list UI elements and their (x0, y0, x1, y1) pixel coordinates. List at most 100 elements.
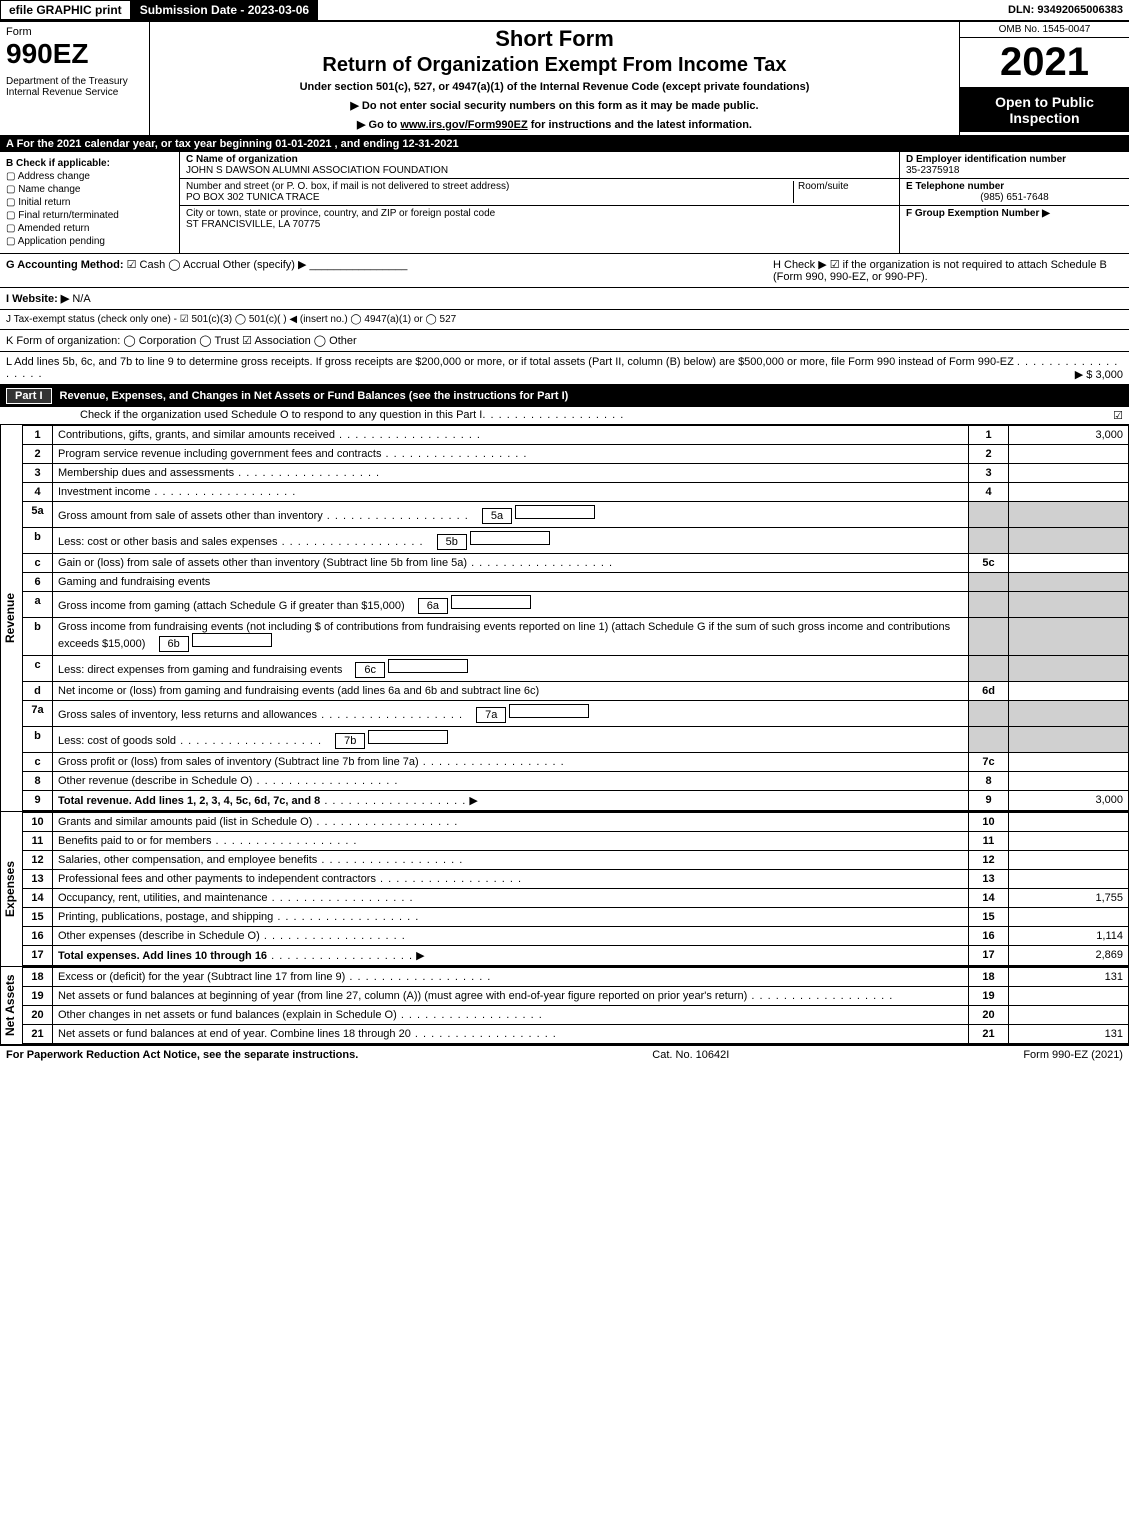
line-4: 4Investment income4 (23, 483, 1129, 502)
line-6c: cLess: direct expenses from gaming and f… (23, 656, 1129, 682)
line-21: 21Net assets or fund balances at end of … (23, 1025, 1129, 1044)
line-7a: 7aGross sales of inventory, less returns… (23, 701, 1129, 727)
revenue-table: 1Contributions, gifts, grants, and simil… (22, 425, 1129, 811)
submission-date-button[interactable]: Submission Date - 2023-03-06 (131, 0, 318, 20)
line-13: 13Professional fees and other payments t… (23, 870, 1129, 889)
section-bcd: B Check if applicable: Address change Na… (0, 152, 1129, 254)
g-label: G Accounting Method: (6, 259, 124, 271)
city-state-zip: ST FRANCISVILLE, LA 70775 (186, 219, 495, 230)
chk-application-pending[interactable]: Application pending (6, 236, 173, 247)
l-amount: ▶ $ 3,000 (1075, 368, 1123, 381)
group-exemption-label: F Group Exemption Number ▶ (906, 208, 1123, 219)
department-label: Department of the Treasury Internal Reve… (6, 76, 143, 98)
line-8: 8Other revenue (describe in Schedule O)8 (23, 772, 1129, 791)
part1-schedule-o-check[interactable] (1113, 409, 1123, 422)
omb-number: OMB No. 1545-0047 (960, 22, 1129, 38)
line-14: 14Occupancy, rent, utilities, and mainte… (23, 889, 1129, 908)
line-16: 16Other expenses (describe in Schedule O… (23, 927, 1129, 946)
netassets-vlabel: Net Assets (0, 967, 22, 1044)
chk-amended-return[interactable]: Amended return (6, 223, 173, 234)
footer-left: For Paperwork Reduction Act Notice, see … (6, 1049, 358, 1061)
line-6b: bGross income from fundraising events (n… (23, 618, 1129, 656)
org-name: JOHN S DAWSON ALUMNI ASSOCIATION FOUNDAT… (186, 165, 893, 176)
expenses-vlabel: Expenses (0, 812, 22, 966)
form-number: 990EZ (6, 38, 143, 70)
line-6d: dNet income or (loss) from gaming and fu… (23, 682, 1129, 701)
line-2: 2Program service revenue including gover… (23, 445, 1129, 464)
expenses-table: 10Grants and similar amounts paid (list … (22, 812, 1129, 966)
city-label: City or town, state or province, country… (186, 208, 495, 219)
col-c: C Name of organization JOHN S DAWSON ALU… (180, 152, 899, 253)
line-a: A For the 2021 calendar year, or tax yea… (0, 136, 1129, 152)
g-cash[interactable]: Cash (127, 259, 166, 271)
row-j: J Tax-exempt status (check only one) - ☑… (0, 310, 1129, 330)
efile-print-button[interactable]: efile GRAPHIC print (0, 0, 131, 20)
part1-sub-text: Check if the organization used Schedule … (80, 409, 482, 422)
line-7c: cGross profit or (loss) from sales of in… (23, 753, 1129, 772)
line-5b: bLess: cost or other basis and sales exp… (23, 528, 1129, 554)
row-l: L Add lines 5b, 6c, and 7b to line 9 to … (0, 352, 1129, 385)
chk-final-return[interactable]: Final return/terminated (6, 210, 173, 221)
line-12: 12Salaries, other compensation, and empl… (23, 851, 1129, 870)
part1-sub: Check if the organization used Schedule … (0, 407, 1129, 425)
i-label: I Website: ▶ (6, 293, 69, 305)
row-i: I Website: ▶ N/A (0, 288, 1129, 310)
revenue-vlabel: Revenue (0, 425, 22, 811)
line-7b: bLess: cost of goods sold 7b (23, 727, 1129, 753)
subtitle: Under section 501(c), 527, or 4947(a)(1)… (156, 81, 953, 93)
line-19: 19Net assets or fund balances at beginni… (23, 987, 1129, 1006)
col-b-header: B Check if applicable: (6, 158, 173, 169)
part1-tag: Part I (6, 388, 52, 404)
line-9: 9Total revenue. Add lines 1, 2, 3, 4, 5c… (23, 791, 1129, 811)
expenses-section: Expenses 10Grants and similar amounts pa… (0, 812, 1129, 967)
line-3: 3Membership dues and assessments3 (23, 464, 1129, 483)
line-6: 6Gaming and fundraising events (23, 573, 1129, 592)
c-name-label: C Name of organization (186, 154, 893, 165)
line-17: 17Total expenses. Add lines 10 through 1… (23, 946, 1129, 966)
ein-value: 35-2375918 (906, 165, 1123, 176)
goto-line: Go to www.irs.gov/Form990EZ for instruct… (156, 118, 953, 131)
ein-label: D Employer identification number (906, 154, 1123, 165)
tax-year: 2021 (960, 38, 1129, 88)
row-gh: G Accounting Method: Cash Accrual Other … (0, 254, 1129, 288)
irs-link[interactable]: www.irs.gov/Form990EZ (400, 119, 527, 131)
line-5a: 5aGross amount from sale of assets other… (23, 502, 1129, 528)
g-accrual[interactable]: Accrual (168, 259, 219, 271)
line-11: 11Benefits paid to or for members11 (23, 832, 1129, 851)
open-to-public: Open to Public Inspection (960, 88, 1129, 132)
g-accounting: G Accounting Method: Cash Accrual Other … (6, 258, 773, 283)
goto-pre: Go to (369, 119, 401, 131)
form-word: Form (6, 26, 143, 38)
header-mid: Short Form Return of Organization Exempt… (150, 22, 959, 135)
part1-title: Revenue, Expenses, and Changes in Net As… (60, 390, 569, 402)
line-15: 15Printing, publications, postage, and s… (23, 908, 1129, 927)
row-k: K Form of organization: ◯ Corporation ◯ … (0, 330, 1129, 352)
line-1: 1Contributions, gifts, grants, and simil… (23, 426, 1129, 445)
form-header: Form 990EZ Department of the Treasury In… (0, 22, 1129, 136)
top-bar: efile GRAPHIC print Submission Date - 20… (0, 0, 1129, 22)
revenue-section: Revenue 1Contributions, gifts, grants, a… (0, 425, 1129, 812)
dln-label: DLN: 93492065006383 (1008, 4, 1129, 16)
footer: For Paperwork Reduction Act Notice, see … (0, 1045, 1129, 1064)
line-18: 18Excess or (deficit) for the year (Subt… (23, 968, 1129, 987)
chk-address-change[interactable]: Address change (6, 171, 173, 182)
goto-post: for instructions and the latest informat… (528, 119, 752, 131)
chk-initial-return[interactable]: Initial return (6, 197, 173, 208)
col-d: D Employer identification number 35-2375… (899, 152, 1129, 253)
header-right: OMB No. 1545-0047 2021 Open to Public In… (959, 22, 1129, 135)
footer-catno: Cat. No. 10642I (652, 1049, 729, 1061)
netassets-table: 18Excess or (deficit) for the year (Subt… (22, 967, 1129, 1044)
website-value: N/A (72, 293, 90, 305)
footer-formref: Form 990-EZ (2021) (1023, 1049, 1123, 1061)
l-text: L Add lines 5b, 6c, and 7b to line 9 to … (6, 356, 1014, 368)
chk-name-change[interactable]: Name change (6, 184, 173, 195)
g-other[interactable]: Other (specify) ▶ (223, 259, 307, 271)
tel-value: (985) 651-7648 (906, 192, 1123, 203)
line-20: 20Other changes in net assets or fund ba… (23, 1006, 1129, 1025)
line-6a: aGross income from gaming (attach Schedu… (23, 592, 1129, 618)
warning-ssn: Do not enter social security numbers on … (156, 99, 953, 112)
street-label: Number and street (or P. O. box, if mail… (186, 181, 509, 192)
header-left: Form 990EZ Department of the Treasury In… (0, 22, 150, 135)
part1-header: Part I Revenue, Expenses, and Changes in… (0, 385, 1129, 407)
col-b: B Check if applicable: Address change Na… (0, 152, 180, 253)
